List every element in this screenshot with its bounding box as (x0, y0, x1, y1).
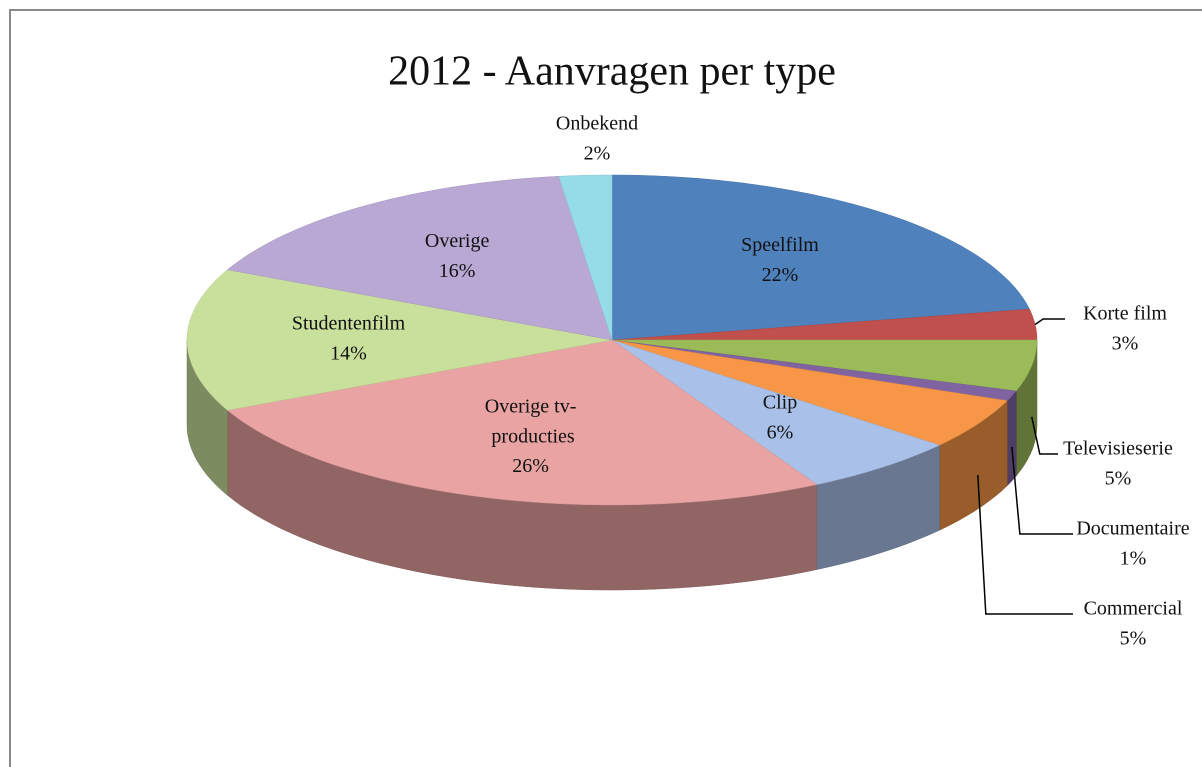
labels: Speelfilm 22% Korte film 3% Televisieserie 5%… (292, 113, 1190, 650)
pie-slice (226, 339, 818, 506)
pie-slice (611, 339, 1038, 392)
pie-slice (186, 269, 613, 411)
value-label: 5% (1120, 628, 1147, 650)
leader-line (1034, 318, 1065, 326)
pie-slice (611, 339, 1008, 446)
value-label: 26% (512, 455, 549, 477)
value-label: 1% (1120, 548, 1147, 570)
pie-slice (611, 308, 1038, 341)
category-label: Studentenfilm (292, 313, 406, 335)
category-label: Overige tv- producties (485, 395, 577, 447)
category-label: Onbekend (556, 113, 638, 135)
pie-slice (611, 174, 1030, 341)
category-label: Overige (425, 230, 490, 252)
chart-title: 2012 - Aanvragen per type (388, 49, 836, 95)
value-label: 3% (1112, 333, 1139, 355)
value-label: 2% (584, 143, 611, 165)
leader-line (1031, 416, 1058, 455)
pie-tops (186, 174, 1038, 506)
category-label: Clip (763, 391, 797, 413)
value-label: 5% (1105, 468, 1132, 490)
leader-line (1011, 446, 1073, 535)
pie-slice (226, 176, 613, 341)
category-label: Documentaire (1076, 518, 1189, 540)
pie-slice (558, 174, 613, 341)
category-label: Commercial (1084, 598, 1183, 620)
category-label: Korte film (1083, 303, 1167, 325)
category-label: Speelfilm (741, 234, 819, 256)
pie-slice (611, 339, 941, 485)
value-label: 14% (330, 343, 367, 365)
leader-line (977, 474, 1073, 615)
value-label: 16% (439, 260, 476, 282)
category-label: Televisieserie (1063, 438, 1173, 460)
value-label: 6% (767, 421, 794, 443)
value-label: 22% (762, 264, 799, 286)
